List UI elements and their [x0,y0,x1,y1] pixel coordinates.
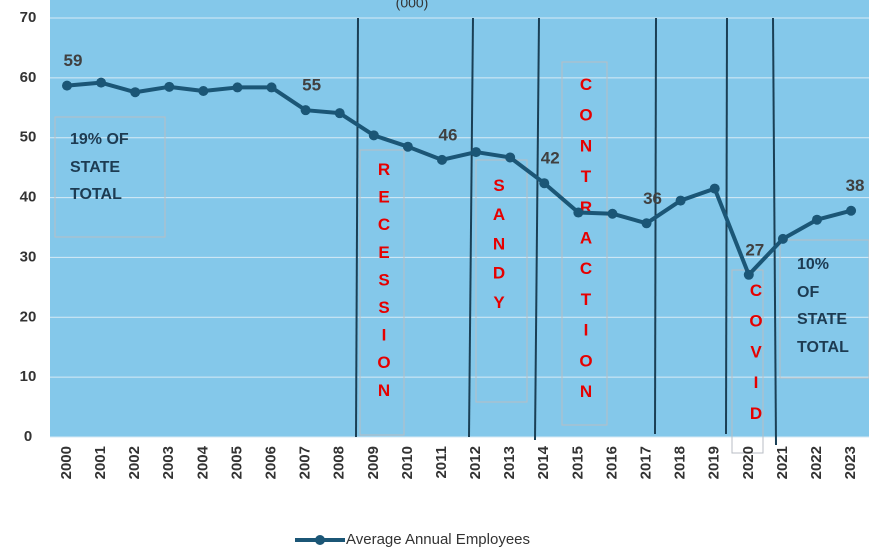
data-point [436,154,447,165]
event-line [534,17,540,441]
event-line [725,17,728,435]
data-point [402,141,413,152]
annotation: STATE [70,159,120,176]
data-point [743,269,754,280]
x-tick-label: 2019 [706,446,723,479]
event-line [772,17,777,446]
annotation: 10% [797,256,829,273]
y-tick-label: 40 [20,189,37,206]
y-tick-label: 50 [20,129,37,146]
data-point [505,152,516,163]
x-tick-label: 2018 [672,446,689,479]
annotation-box [561,61,608,426]
data-point [777,233,788,244]
data-point [846,205,857,216]
data-point [232,82,243,93]
data-label: 27 [745,240,764,259]
data-label: 59 [64,51,83,70]
x-tick-label: 2005 [228,446,245,479]
x-tick-label: 2015 [569,446,586,479]
plot-area [50,0,869,437]
x-tick-label: 2021 [774,446,791,479]
annotation-box [475,159,528,403]
x-tick-label: 2003 [160,446,177,479]
x-tick-label: 2016 [603,446,620,479]
x-tick-label: 2008 [331,446,348,479]
data-label: 42 [541,149,560,168]
x-tick-label: 2013 [501,446,518,479]
legend-marker [315,535,325,545]
data-point [573,207,584,218]
series-line [66,80,852,277]
data-point [266,82,277,93]
y-tick-label: 30 [20,248,37,265]
x-tick-label: 2001 [92,446,109,479]
data-point [62,80,72,91]
data-point [675,195,686,206]
annotation-box [779,239,869,379]
data-label: 38 [846,176,865,195]
legend-label: Average Annual Employees [346,531,530,548]
chart-title: (000) [396,0,429,11]
data-label: 46 [439,125,458,144]
event-line [468,17,474,438]
x-tick-label: 2014 [535,445,552,479]
data-point [130,87,141,98]
data-point [539,178,550,189]
x-tick-label: 2009 [365,446,382,479]
event-lines [355,17,777,446]
data-label: 36 [643,189,662,208]
data-point [607,208,618,219]
annotation-box [359,149,405,436]
annotation: TOTAL [797,339,849,356]
event-line [654,17,657,435]
x-tick-label: 2006 [263,446,280,479]
annotation: STATE [797,311,847,328]
annotation: 19% OF [70,131,129,148]
y-tick-label: 20 [20,308,37,325]
x-tick-label: 2002 [126,446,143,479]
x-tick-label: 2017 [637,446,654,479]
data-label: 55 [302,76,321,95]
x-tick-label: 2007 [297,446,314,479]
event-line [355,17,359,438]
data-point [96,77,107,88]
annotation: OF [797,284,819,301]
x-tick-label: 2010 [399,446,416,479]
y-tick-label: 10 [20,368,37,385]
annotation: TOTAL [70,186,122,203]
y-tick-label: 60 [20,69,37,86]
data-point [368,130,379,141]
x-tick-label: 2000 [58,446,75,479]
x-tick-label: 2011 [433,446,450,479]
data-point [334,108,345,119]
x-tick-label: 2022 [808,446,825,479]
data-point [641,218,652,229]
x-tick-label: 2012 [467,446,484,479]
data-point [811,214,822,225]
y-tick-label: 0 [24,428,32,445]
x-tick-label: 2004 [194,445,211,479]
data-point [709,183,720,194]
data-point [471,147,482,158]
annotation-box [54,116,166,238]
x-tick-label: 2020 [740,446,757,479]
data-point [198,86,209,97]
data-point [300,105,311,116]
x-tick-label: 2023 [842,446,859,479]
y-tick-label: 70 [20,9,37,26]
data-point [164,81,175,92]
